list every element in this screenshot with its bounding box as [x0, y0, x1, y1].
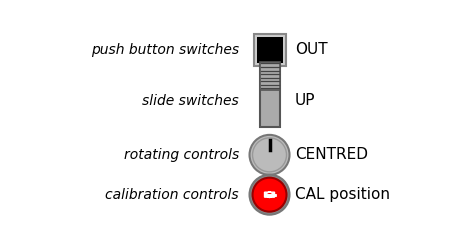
Text: CENTRED: CENTRED — [295, 147, 368, 162]
Text: slide switches: slide switches — [142, 94, 239, 108]
Text: calibration controls: calibration controls — [105, 188, 239, 202]
Text: push button switches: push button switches — [91, 43, 239, 57]
Text: CAL position: CAL position — [295, 187, 390, 202]
Text: UP: UP — [295, 93, 315, 108]
Text: rotating controls: rotating controls — [123, 148, 239, 162]
Text: OUT: OUT — [295, 42, 328, 57]
